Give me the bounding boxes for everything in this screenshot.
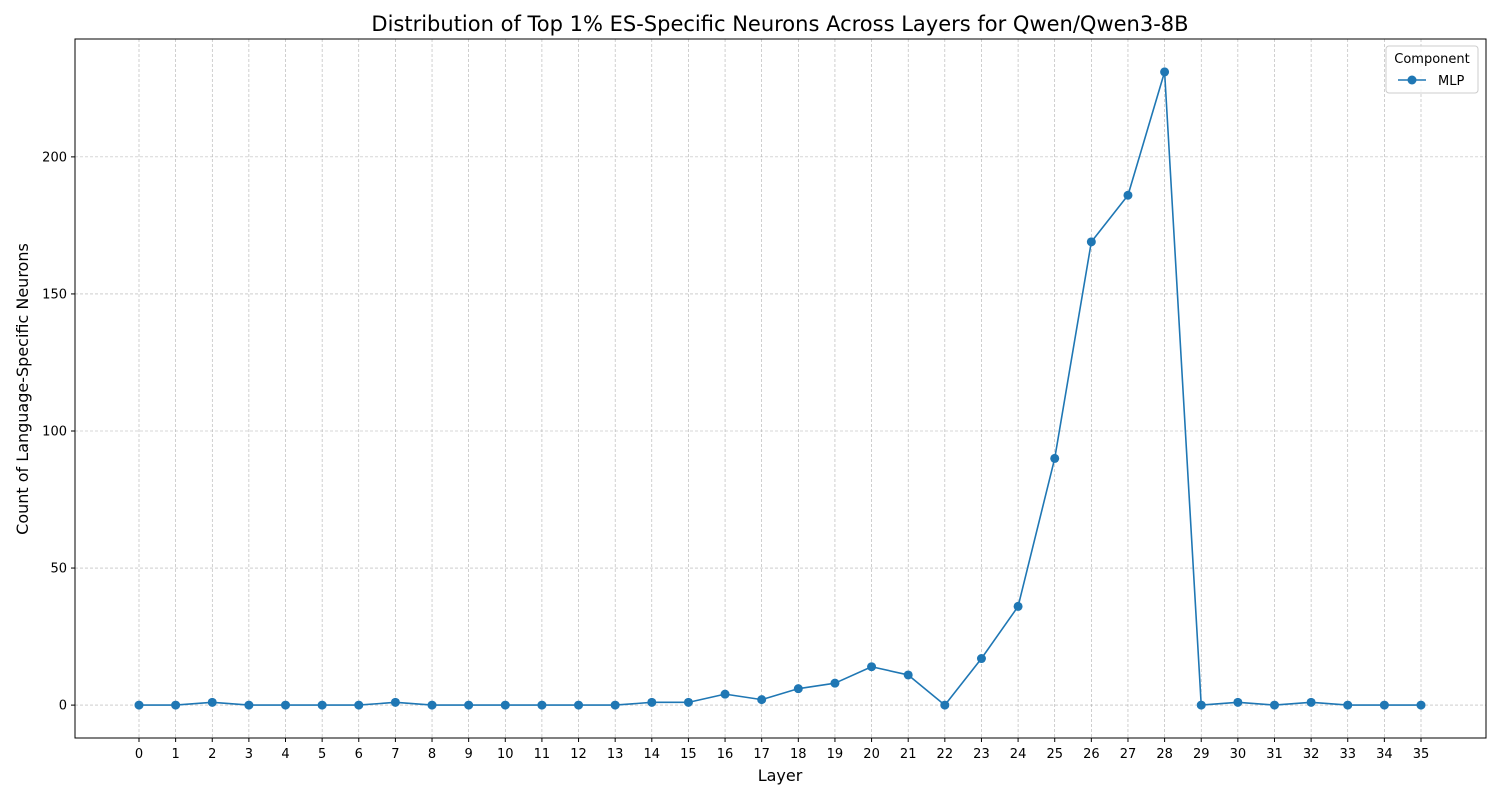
x-tick-label: 24 [1010, 747, 1027, 762]
data-point [1013, 601, 1023, 611]
x-tick-label: 14 [644, 747, 661, 762]
data-point [830, 678, 840, 688]
x-tick-label: 19 [827, 747, 844, 762]
data-point [793, 684, 803, 694]
x-tick-label: 10 [497, 747, 514, 762]
x-tick-label: 32 [1303, 747, 1320, 762]
data-point [683, 697, 693, 707]
data-point [427, 700, 437, 710]
data-point [1269, 700, 1279, 710]
y-tick-label: 0 [59, 699, 67, 714]
data-point [940, 700, 950, 710]
x-tick-label: 2 [208, 747, 216, 762]
data-point [171, 700, 181, 710]
x-tick-label: 17 [753, 747, 770, 762]
x-tick-label: 31 [1266, 747, 1283, 762]
grid-lines [75, 39, 1486, 738]
data-point [1050, 453, 1060, 463]
x-tick-label: 30 [1230, 747, 1247, 762]
data-point [281, 700, 291, 710]
x-tick-label: 20 [863, 747, 880, 762]
legend-label-mlp: MLP [1438, 74, 1464, 89]
y-tick-label: 200 [42, 150, 67, 165]
x-tick-label: 3 [245, 747, 253, 762]
data-point [867, 662, 877, 672]
x-tick-label: 27 [1120, 747, 1137, 762]
data-point [976, 654, 986, 664]
y-axis-label: Count of Language-Specific Neurons [13, 243, 32, 535]
x-tick-label: 11 [534, 747, 551, 762]
x-tick-label: 6 [355, 747, 363, 762]
x-tick-label: 18 [790, 747, 807, 762]
data-point [1343, 700, 1353, 710]
x-tick-label: 7 [391, 747, 399, 762]
data-point [317, 700, 327, 710]
data-point [720, 689, 730, 699]
data-point [464, 700, 474, 710]
data-point [500, 700, 510, 710]
data-point [1086, 237, 1096, 247]
x-tick-label: 33 [1339, 747, 1356, 762]
y-tick-label: 100 [42, 424, 67, 439]
data-point [390, 697, 400, 707]
data-point [244, 700, 254, 710]
x-tick-label: 4 [281, 747, 289, 762]
y-tick-label: 50 [50, 562, 67, 577]
data-point [647, 697, 657, 707]
data-point [1160, 67, 1170, 77]
x-tick-label: 1 [171, 747, 179, 762]
x-tick-label: 35 [1413, 747, 1430, 762]
legend-marker-mlp [1407, 75, 1417, 85]
y-tick-label: 150 [42, 287, 67, 302]
x-tick-label: 0 [135, 747, 143, 762]
x-tick-label: 5 [318, 747, 326, 762]
x-tick-label: 13 [607, 747, 624, 762]
x-axis-label: Layer [758, 766, 803, 785]
chart-title: Distribution of Top 1% ES-Specific Neuro… [371, 12, 1188, 36]
x-tick-label: 23 [973, 747, 990, 762]
x-tick-label: 29 [1193, 747, 1210, 762]
data-point [903, 670, 913, 680]
data-point [354, 700, 364, 710]
x-tick-label: 21 [900, 747, 917, 762]
data-point [207, 697, 217, 707]
data-point [1196, 700, 1206, 710]
data-point [1123, 190, 1133, 200]
x-tick-label: 12 [570, 747, 587, 762]
data-point [134, 700, 144, 710]
series-layer [134, 67, 1426, 710]
x-tick-label: 15 [680, 747, 697, 762]
data-point [610, 700, 620, 710]
data-point [1306, 697, 1316, 707]
data-point [537, 700, 547, 710]
plot-frame [74, 38, 1487, 739]
legend-title: Component [1394, 52, 1469, 67]
axis-ticks: 0 1 2 3 4 5 6 7 8 9 10 11 12 13 14 15 16 17 18 19 20 21 22 23 24… [42, 150, 1429, 762]
x-tick-label: 8 [428, 747, 436, 762]
x-tick-label: 34 [1376, 747, 1393, 762]
data-point [1416, 700, 1426, 710]
data-point [1379, 700, 1389, 710]
x-tick-label: 25 [1046, 747, 1063, 762]
x-tick-label: 16 [717, 747, 734, 762]
x-tick-label: 26 [1083, 747, 1100, 762]
data-point [1233, 697, 1243, 707]
data-point [574, 700, 584, 710]
x-tick-label: 22 [937, 747, 954, 762]
legend: Component MLP [1385, 45, 1479, 94]
x-tick-label: 28 [1156, 747, 1173, 762]
series-line-mlp [139, 71, 1421, 706]
data-point [757, 695, 767, 705]
x-tick-label: 9 [465, 747, 473, 762]
